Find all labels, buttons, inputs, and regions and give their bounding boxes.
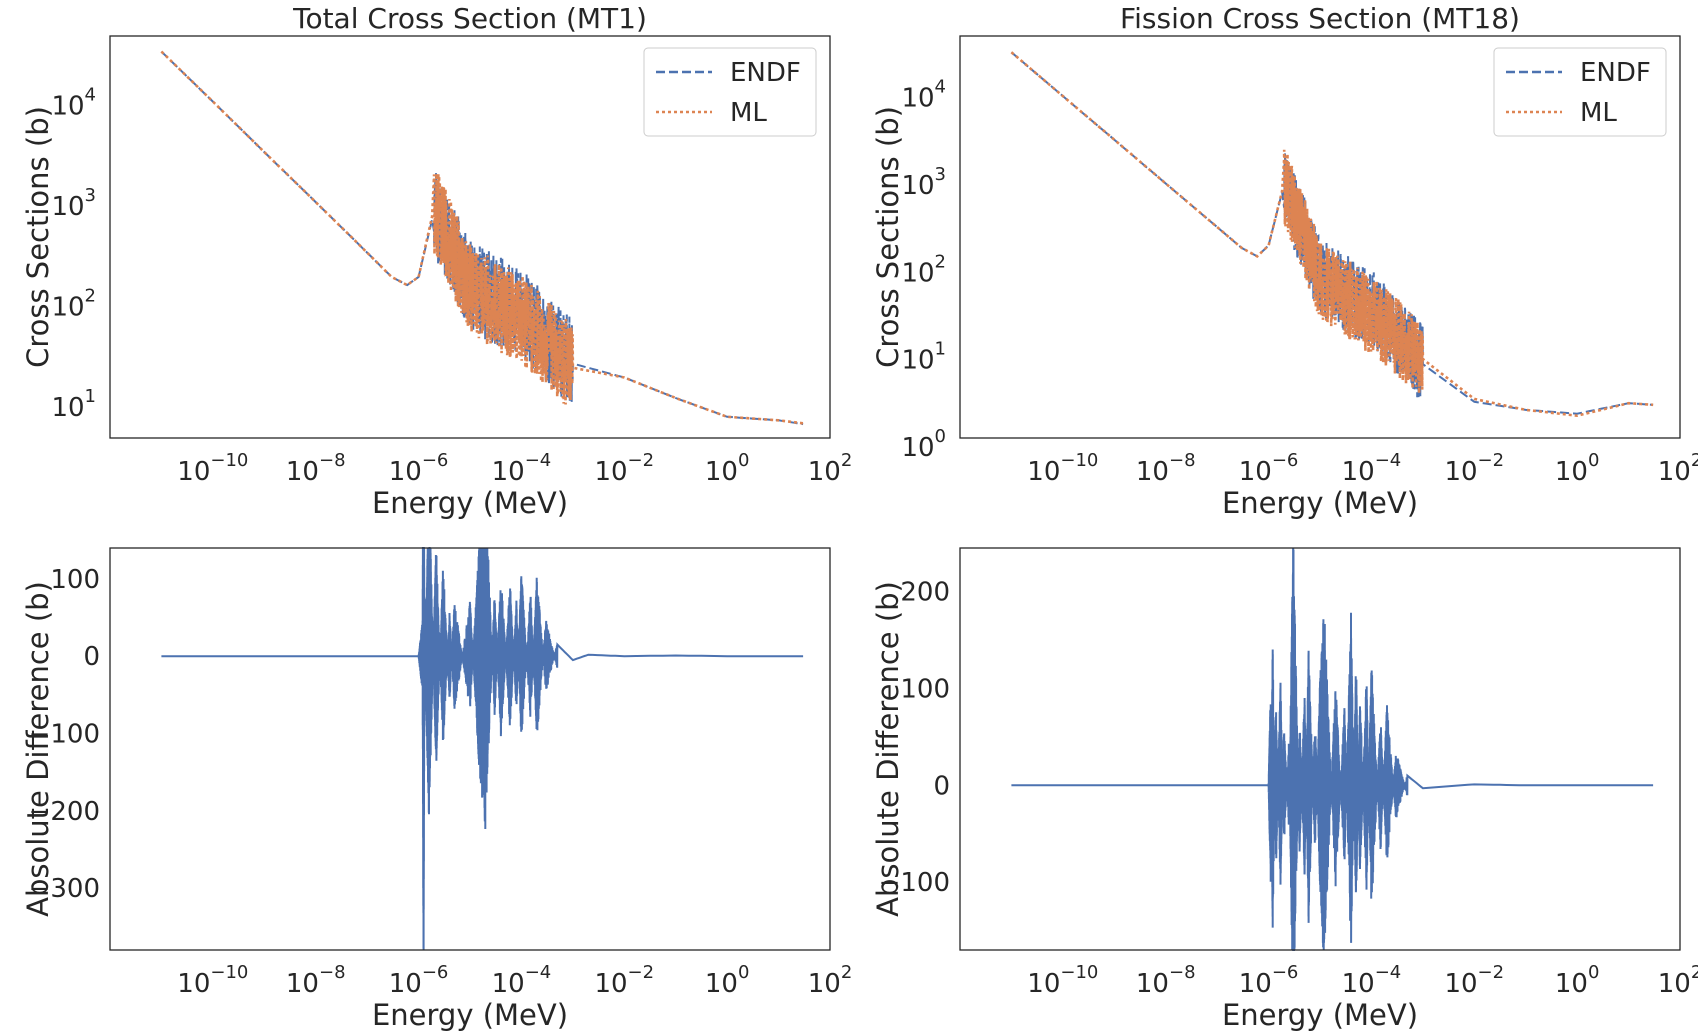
legend-box	[1493, 47, 1667, 137]
y-tick-label: 0	[933, 771, 950, 801]
y-tick-label: 101	[901, 339, 946, 376]
fission-cross-section-panel: Fission Cross Section (MT18) 10−10 10−8 10−…	[871, 2, 1698, 520]
y-tick-label: 102	[901, 251, 946, 288]
x-axis-label: Energy (MeV)	[1222, 486, 1418, 520]
x-tick-label: 10−8	[286, 962, 346, 999]
y-tick-label: 100	[900, 674, 950, 704]
x-tick-label: 10−8	[286, 450, 346, 487]
axes-frame	[109, 547, 831, 951]
legend-label-ml: ML	[1580, 98, 1617, 128]
legend-label-ml: ML	[730, 98, 767, 128]
x-tick-label: 10−2	[1444, 450, 1504, 487]
x-axis-label: Energy (MeV)	[372, 486, 568, 520]
axes-frame	[959, 547, 1681, 951]
x-tick-label: 102	[808, 962, 853, 999]
y-tick-label: 200	[900, 578, 950, 608]
x-tick-label: 10−10	[177, 450, 248, 487]
legend: ENDF ML	[643, 47, 817, 137]
y-tick-label: −200	[29, 797, 100, 827]
x-tick-label: 10−10	[1027, 962, 1098, 999]
chart-title: Total Cross Section (MT1)	[292, 2, 647, 35]
legend-label-endf: ENDF	[1580, 58, 1651, 88]
x-tick-label: 10−8	[1136, 450, 1196, 487]
x-tick-label: 10−10	[1027, 450, 1098, 487]
x-tick-label: 10−6	[1239, 450, 1299, 487]
x-tick-label: 10−4	[1342, 962, 1402, 999]
total-cross-section-panel: Total Cross Section (MT1) 10−10 10−8 10−6 10…	[21, 2, 852, 520]
legend-label-endf: ENDF	[730, 58, 801, 88]
y-tick-label: 104	[901, 77, 946, 114]
y-tick-label: 100	[901, 426, 946, 463]
series-line-ml	[160, 50, 804, 425]
series-line-difference	[1011, 547, 1654, 951]
fission-abs-diff-panel: 10−10 10−8 10−6 10−4 10−2 100 102 Energy (MeV) −…	[871, 547, 1698, 1032]
y-tick-label: 103	[51, 185, 96, 222]
x-tick-label: 10−4	[492, 962, 552, 999]
chart-title: Fission Cross Section (MT18)	[1120, 2, 1520, 35]
x-tick-label: 10−6	[1239, 962, 1299, 999]
x-axis-label: Energy (MeV)	[372, 998, 568, 1032]
x-tick-label: 10−4	[1342, 450, 1402, 487]
x-tick-label: 10−6	[389, 450, 449, 487]
x-tick-label: 10−10	[177, 962, 248, 999]
y-tick-label: 103	[901, 164, 946, 201]
x-tick-label: 102	[808, 450, 853, 487]
axes-frame	[109, 35, 831, 439]
y-tick-label: −100	[29, 720, 100, 750]
y-tick-label: 100	[50, 565, 100, 595]
x-tick-label: 10−6	[389, 962, 449, 999]
axes-frame	[959, 35, 1681, 439]
x-tick-label: 100	[1555, 450, 1600, 487]
y-tick-label: 104	[51, 85, 96, 122]
y-axis-label: Absolute Difference (b)	[21, 581, 55, 917]
y-tick-label: −300	[29, 874, 100, 904]
legend: ENDF ML	[1493, 47, 1667, 137]
series-line-difference	[161, 547, 804, 950]
total-abs-diff-panel: 10−10 10−8 10−6 10−4 10−2 100 102 Energy (MeV) −…	[21, 547, 853, 1032]
x-tick-label: 10−2	[594, 962, 654, 999]
legend-box	[643, 47, 817, 137]
x-tick-label: 100	[705, 962, 750, 999]
y-tick-label: 101	[51, 386, 96, 423]
x-tick-label: 102	[1658, 962, 1698, 999]
y-axis-label: Cross Sections (b)	[21, 106, 55, 368]
y-tick-label: 102	[51, 286, 96, 323]
y-axis-label: Cross Sections (b)	[871, 106, 905, 368]
y-tick-label: 0	[83, 642, 100, 672]
y-axis-label: Absolute Difference (b)	[871, 581, 905, 917]
x-tick-label: 102	[1658, 450, 1698, 487]
x-tick-label: 10−4	[492, 450, 552, 487]
x-tick-label: 10−2	[594, 450, 654, 487]
x-tick-label: 10−2	[1444, 962, 1504, 999]
x-tick-label: 10−8	[1136, 962, 1196, 999]
series-line-ml	[1010, 51, 1654, 418]
y-tick-label: −100	[879, 868, 950, 898]
x-axis-label: Energy (MeV)	[1222, 998, 1418, 1032]
x-tick-label: 100	[705, 450, 750, 487]
x-tick-label: 100	[1555, 962, 1600, 999]
